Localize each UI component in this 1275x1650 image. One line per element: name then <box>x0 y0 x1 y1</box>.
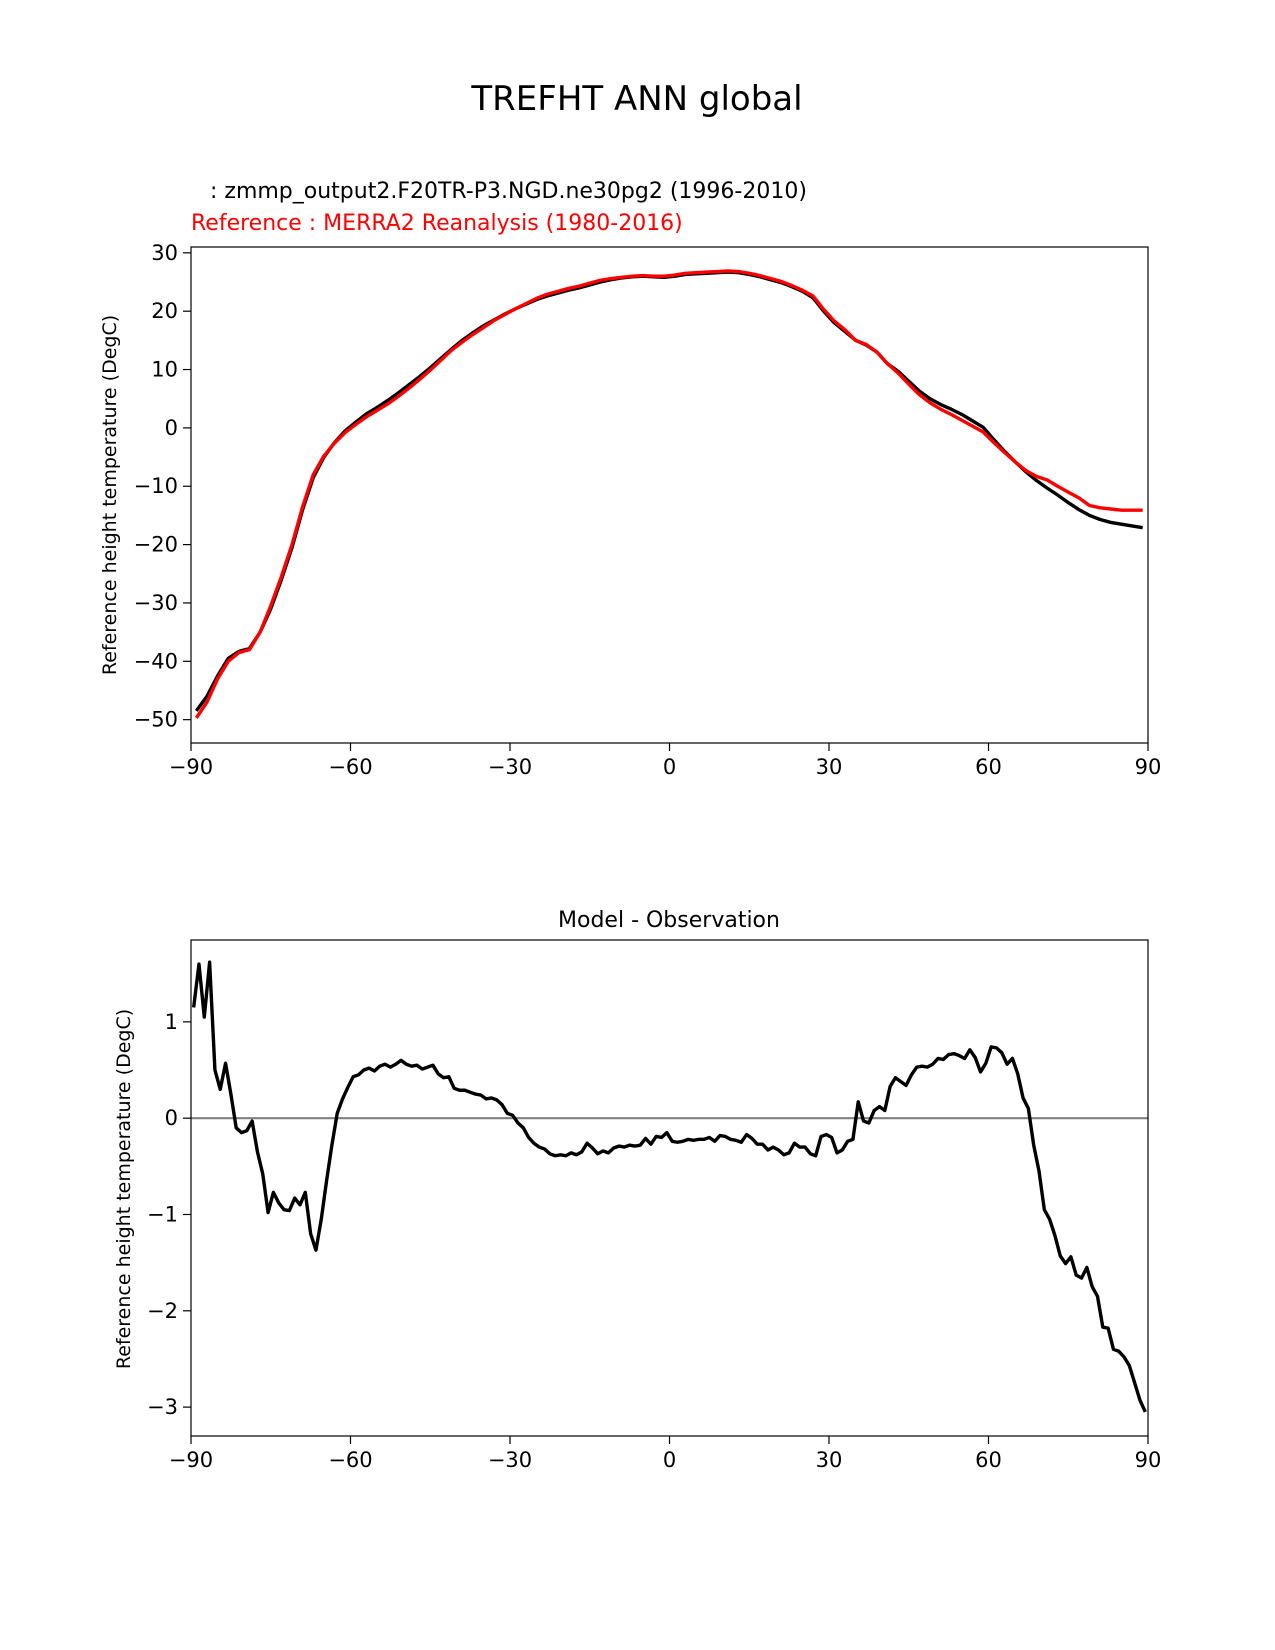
top-xtick-label: 90 <box>1135 755 1162 779</box>
top-ytick-label: 30 <box>151 241 178 265</box>
top-ytick-label: 10 <box>151 358 178 382</box>
top-xtick-label: −90 <box>169 755 213 779</box>
bottom-ytick-label: −1 <box>147 1202 178 1226</box>
top-ytick-label: −30 <box>134 591 178 615</box>
difference-panel: Model - Observation Reference height tem… <box>113 908 1161 1472</box>
top-xtick-label: 30 <box>816 755 843 779</box>
difference-title: Model - Observation <box>558 908 780 933</box>
bottom-series-difference <box>191 960 1147 1413</box>
bottom-ylabel: Reference height temperature (DegC) <box>113 1009 135 1369</box>
top-xtick-label: 60 <box>975 755 1002 779</box>
bottom-xtick-label: 30 <box>816 1448 843 1472</box>
top-ytick-label: 20 <box>151 299 178 323</box>
bottom-ytick-label: −3 <box>147 1395 178 1419</box>
top-xtick-label: −30 <box>488 755 532 779</box>
top-ytick-label: −10 <box>134 474 178 498</box>
bottom-xtick-label: 0 <box>663 1448 676 1472</box>
top-ylabel: Reference height temperature (DegC) <box>99 315 121 675</box>
bottom-xtick-label: 90 <box>1135 1448 1162 1472</box>
bottom-xtick-label: −60 <box>328 1448 372 1472</box>
test-title: : zmmp_output2.F20TR-P3.NGD.ne30pg2 (199… <box>203 179 807 204</box>
bottom-xtick-label: 60 <box>975 1448 1002 1472</box>
top-xtick-label: 0 <box>663 755 676 779</box>
top-series-reference <box>194 269 1143 719</box>
zonal-mean-panel: : zmmp_output2.F20TR-P3.NGD.ne30pg2 (199… <box>99 179 1161 779</box>
top-axes-frame <box>190 246 1149 744</box>
bottom-ytick-label: 1 <box>165 1010 178 1034</box>
top-ytick-label: −40 <box>134 649 178 673</box>
bottom-axes-frame <box>190 939 1149 1437</box>
bottom-xtick-label: −90 <box>169 1448 213 1472</box>
top-xtick-label: −60 <box>328 755 372 779</box>
top-ytick-label: 0 <box>165 416 178 440</box>
top-series-test <box>194 270 1143 712</box>
bottom-plot-area: −90 −60 −30 0 30 60 90 −3 −2 −1 0 1 <box>147 939 1162 1472</box>
bottom-ytick-label: −2 <box>147 1299 178 1323</box>
top-ytick-label: −50 <box>134 708 178 732</box>
figure-suptitle: TREFHT ANN global <box>470 79 802 119</box>
top-plot-area: −90 −60 −30 0 30 60 90 −50 −40 −30 −20 −10 0 10 20 30 <box>134 241 1162 779</box>
bottom-xtick-label: −30 <box>488 1448 532 1472</box>
top-ytick-label: −20 <box>134 533 178 557</box>
reference-title: Reference : MERRA2 Reanalysis (1980-2016… <box>191 211 683 236</box>
bottom-ytick-label: 0 <box>165 1106 178 1130</box>
